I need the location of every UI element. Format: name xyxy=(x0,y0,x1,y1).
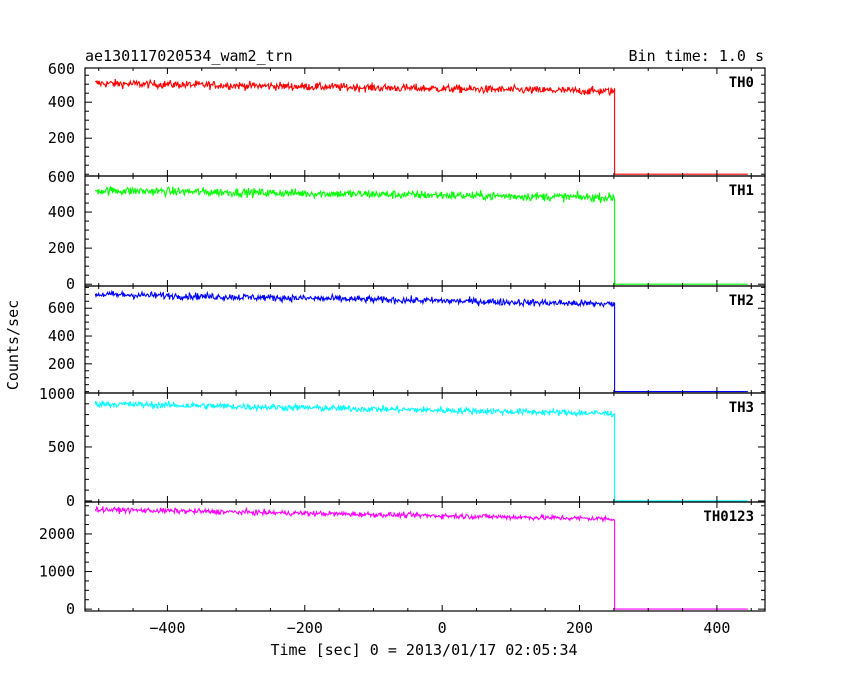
y-tick-label: 600 xyxy=(48,168,75,186)
bin-time-label: Bin time: 1.0 s xyxy=(629,47,764,65)
y-tick-label: 1000 xyxy=(39,563,75,581)
y-tick-label: 600 xyxy=(48,60,75,78)
series-line-th0123 xyxy=(94,505,748,610)
x-tick-label: 400 xyxy=(703,619,730,637)
y-tick-label: 200 xyxy=(48,355,75,373)
y-tick-label: 400 xyxy=(48,203,75,221)
panels: 200 400 600 TH0 0 200 400 600 TH1 200 400 600 TH2 0 50… xyxy=(39,60,766,618)
y-tick-label: 2000 xyxy=(39,525,75,543)
chart-title: ae130117020534_wam2_trn xyxy=(85,47,293,65)
panel-label-th2: TH2 xyxy=(729,293,754,309)
panel-th1: 0 200 400 600 TH1 xyxy=(48,168,766,293)
panel-label-th0123: TH0123 xyxy=(703,509,754,525)
panel-th2: 200 400 600 TH2 xyxy=(48,285,766,394)
y-tick-label: 600 xyxy=(48,299,75,317)
y-tick-label: 400 xyxy=(48,327,75,345)
panel-th3: 0 500 1000 TH3 xyxy=(39,385,766,510)
y-tick-label: 500 xyxy=(48,438,75,456)
y-tick-label: 400 xyxy=(48,93,75,111)
x-tick-label: −200 xyxy=(287,619,323,637)
y-tick-label: 200 xyxy=(48,239,75,257)
x-tick-label: −400 xyxy=(149,619,185,637)
panel-th0: 200 400 600 TH0 xyxy=(48,60,766,177)
x-axis-label: Time [sec] 0 = 2013/01/17 02:05:34 xyxy=(270,641,577,659)
x-axis: −400 −200 0 200 400 xyxy=(149,619,730,637)
y-tick-label: 0 xyxy=(66,600,75,618)
panel-label-th1: TH1 xyxy=(729,183,754,199)
panel-frame xyxy=(84,285,766,394)
series-line-th0 xyxy=(94,78,748,175)
panel-label-th3: TH3 xyxy=(729,400,754,416)
y-tick-label: 1000 xyxy=(39,385,75,403)
y-axis-label: Counts/sec xyxy=(4,300,22,390)
y-tick-label: 0 xyxy=(66,492,75,510)
x-tick-label: 200 xyxy=(566,619,593,637)
y-tick-label: 200 xyxy=(48,129,75,147)
y-tick-label: 0 xyxy=(66,275,75,293)
panel-frame xyxy=(84,501,766,612)
x-tick-label: 0 xyxy=(438,619,447,637)
panel-label-th0: TH0 xyxy=(729,75,754,91)
series-line-th2 xyxy=(94,289,748,393)
panel-th0123: 0 1000 2000 TH0123 xyxy=(39,501,766,618)
series-line-th1 xyxy=(94,186,748,285)
series-line-th3 xyxy=(94,400,748,502)
